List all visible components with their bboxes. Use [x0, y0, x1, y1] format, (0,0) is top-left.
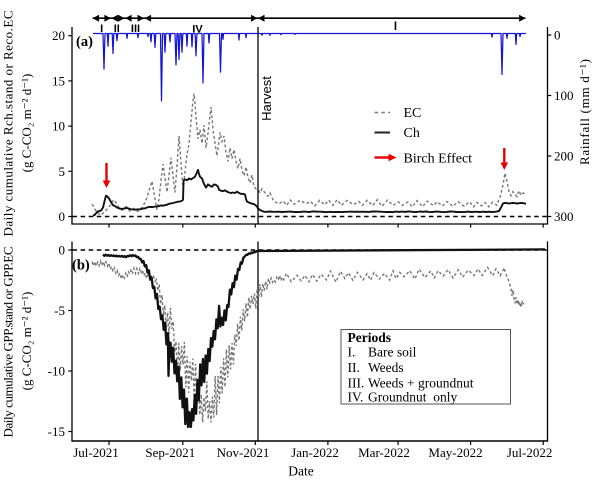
svg-text:Daily cumulative GPP.stand or: Daily cumulative GPP.stand or GPP.EC: [1, 247, 16, 438]
svg-text:Date: Date: [288, 464, 313, 479]
svg-text:(g C-CO₂ m⁻² d⁻¹): (g C-CO₂ m⁻² d⁻¹): [19, 292, 34, 391]
svg-text:I.: I.: [348, 345, 356, 360]
svg-text:(g C-CO₂ m⁻² d⁻¹): (g C-CO₂ m⁻² d⁻¹): [19, 74, 34, 173]
svg-text:Birch Effect: Birch Effect: [404, 152, 473, 167]
svg-text:-15: -15: [48, 424, 65, 439]
svg-text:III.: III.: [348, 376, 365, 391]
svg-text:Weeds: Weeds: [368, 360, 404, 375]
svg-text:0: 0: [554, 28, 561, 43]
svg-text:Daily cumulative Rch.stand or: Daily cumulative Rch.stand or Reco.EC: [1, 11, 16, 237]
svg-text:Weeds + groundnut: Weeds + groundnut: [368, 376, 474, 391]
svg-text:Harvest: Harvest: [259, 76, 274, 121]
svg-text:Ch: Ch: [404, 126, 420, 141]
svg-text:III: III: [131, 23, 140, 35]
svg-text:May-2022: May-2022: [428, 445, 482, 460]
svg-text:0: 0: [59, 209, 66, 224]
svg-text:Jul-2021: Jul-2021: [73, 445, 119, 460]
svg-text:Mar-2022: Mar-2022: [358, 445, 410, 460]
svg-text:200: 200: [554, 149, 574, 164]
svg-text:Jan-2022: Jan-2022: [291, 445, 339, 460]
svg-text:15: 15: [52, 73, 65, 88]
svg-text:II.: II.: [348, 360, 360, 375]
svg-text:(a): (a): [76, 34, 93, 50]
svg-text:Groundnut only: Groundnut only: [368, 390, 457, 405]
svg-text:I: I: [394, 21, 397, 33]
svg-text:(b): (b): [72, 258, 90, 274]
svg-text:20: 20: [52, 28, 65, 43]
svg-text:100: 100: [554, 88, 574, 103]
svg-text:Rainfall (mm d⁻¹): Rainfall (mm d⁻¹): [577, 59, 592, 165]
svg-text:IV: IV: [192, 24, 203, 36]
svg-text:5: 5: [59, 164, 66, 179]
svg-text:0: 0: [59, 243, 66, 258]
svg-text:-10: -10: [48, 364, 65, 379]
svg-text:IV.: IV.: [348, 390, 364, 405]
svg-text:Jul-2022: Jul-2022: [507, 445, 553, 460]
svg-text:Nov-2021: Nov-2021: [217, 445, 270, 460]
svg-text:Periods: Periods: [348, 330, 392, 345]
svg-text:Sep-2021: Sep-2021: [145, 445, 195, 460]
svg-text:II: II: [114, 23, 120, 35]
svg-text:Bare soil: Bare soil: [368, 345, 417, 360]
svg-text:I: I: [100, 23, 103, 35]
svg-text:-5: -5: [54, 303, 65, 318]
svg-text:10: 10: [52, 119, 65, 134]
svg-text:EC: EC: [404, 106, 422, 121]
svg-text:300: 300: [554, 209, 574, 224]
